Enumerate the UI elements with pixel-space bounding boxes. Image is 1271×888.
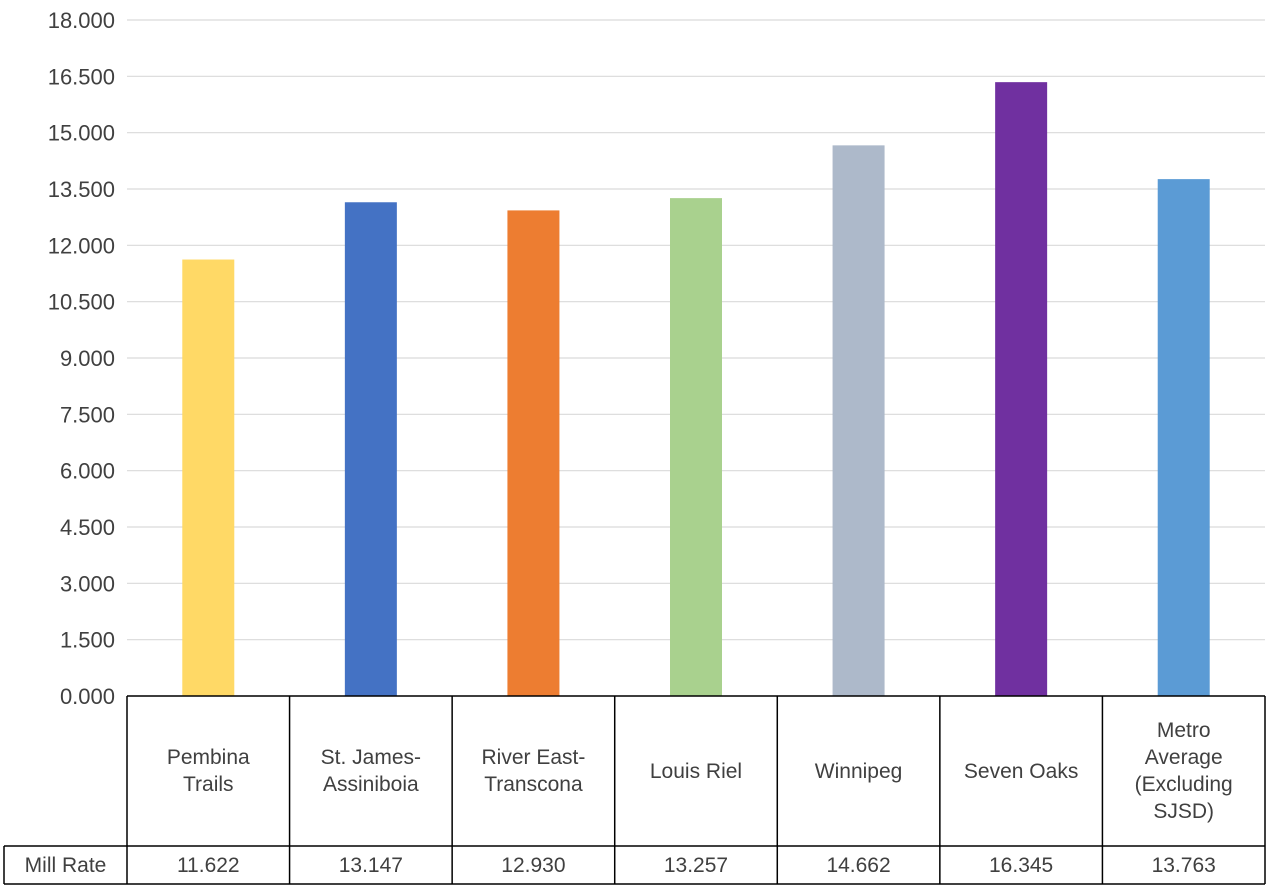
y-tick-label: 9.000 — [60, 346, 115, 371]
category-label-line: Metro — [1156, 719, 1211, 742]
category-label: Seven Oaks — [940, 696, 1103, 846]
category-label: Louis Riel — [615, 696, 778, 846]
value-cell: 14.662 — [826, 853, 891, 877]
y-tick-label: 1.500 — [60, 628, 115, 653]
category-label-line: River East- — [481, 746, 586, 769]
category-label-line: Louis Riel — [649, 759, 743, 783]
value-cell: 11.622 — [176, 853, 240, 877]
y-tick-label: 13.500 — [48, 177, 115, 202]
data-table-borders — [3, 695, 1266, 885]
category-label: St. James- Assiniboia — [290, 696, 453, 846]
value-cell: 12.930 — [501, 853, 566, 877]
bar — [995, 82, 1048, 697]
y-tick-label: 12.000 — [48, 233, 115, 258]
category-label: Pembina Trails — [127, 696, 290, 846]
value-cell: 13.763 — [1151, 853, 1216, 877]
category-label-line: Average — [1144, 746, 1223, 769]
y-tick-label: 3.000 — [60, 571, 115, 596]
y-tick-label: 7.500 — [60, 402, 115, 427]
y-tick-label: 15.000 — [48, 121, 115, 146]
category-label-line: Winnipeg — [814, 759, 903, 783]
bar — [182, 259, 235, 696]
value-cell: 13.147 — [338, 853, 403, 877]
bars — [182, 82, 1210, 697]
category-label-line: Trails — [183, 773, 234, 796]
series-name-cell: Mill Rate — [24, 853, 107, 877]
y-tick-label: 4.500 — [60, 515, 115, 540]
value-cell: 16.345 — [989, 853, 1054, 877]
category-label-line: (Excluding — [1134, 773, 1233, 796]
category-label-line: Pembina — [166, 746, 250, 769]
category-label-line: SJSD) — [1153, 800, 1215, 823]
bar — [832, 145, 885, 696]
y-tick-label: 18.000 — [48, 8, 115, 33]
value-cell: 13.257 — [663, 853, 729, 877]
category-label-line: Transcona — [484, 773, 583, 796]
bar — [670, 198, 722, 696]
bar — [1157, 179, 1210, 696]
y-tick-label: 10.500 — [48, 290, 115, 315]
category-label: River East- Transcona — [452, 696, 615, 846]
category-label: Winnipeg — [777, 696, 940, 846]
category-label: Metro Average (Excluding SJSD) — [1102, 696, 1265, 846]
y-tick-label: 0.000 — [60, 684, 115, 709]
y-axis-tick-labels: 0.000 1.500 3.000 4.500 6.000 7.500 9.000 10.50… — [48, 8, 115, 709]
y-tick-label: 16.500 — [48, 64, 115, 89]
bar — [507, 210, 560, 696]
category-label-line: Assiniboia — [322, 773, 419, 796]
bar — [344, 202, 397, 696]
category-label-line: St. James- — [320, 746, 422, 769]
category-label-line: Seven Oaks — [963, 759, 1079, 783]
y-tick-label: 6.000 — [60, 459, 115, 484]
